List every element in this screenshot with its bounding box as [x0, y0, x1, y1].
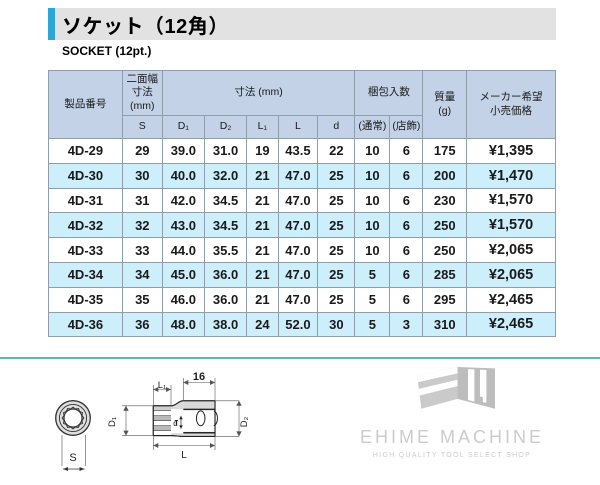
svg-text:L₁: L₁	[158, 380, 167, 391]
svg-text:d: d	[173, 419, 177, 428]
svg-text:S: S	[69, 452, 76, 464]
svg-text:EHIME MACHINE: EHIME MACHINE	[360, 427, 544, 447]
svg-text:D₁: D₁	[107, 417, 118, 427]
svg-text:L: L	[181, 450, 187, 461]
svg-text:HIGH QUALITY TOOL SELECT SHOP: HIGH QUALITY TOOL SELECT SHOP	[373, 452, 531, 459]
svg-text:16: 16	[193, 371, 205, 383]
svg-text:D₂: D₂	[239, 416, 250, 427]
